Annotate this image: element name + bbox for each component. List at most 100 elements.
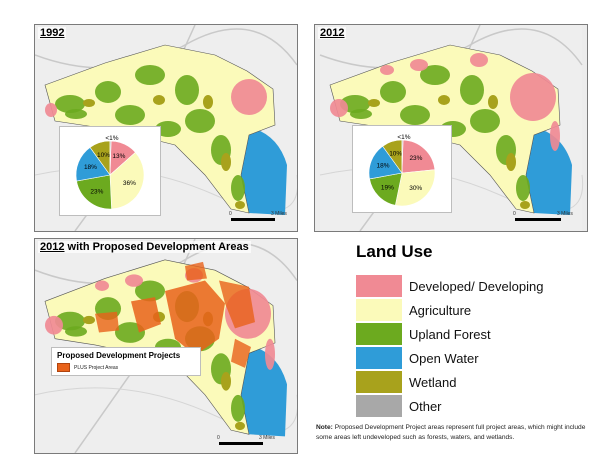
upland-forest-patch <box>95 81 121 103</box>
upland-forest-patch <box>155 121 181 137</box>
upland-forest-patch <box>380 81 406 103</box>
scale-label-start: 0 <box>217 435 220 441</box>
developed-area <box>410 59 428 71</box>
wetland-patch <box>438 95 450 105</box>
wetland-patch <box>520 201 530 209</box>
scale-label-start: 0 <box>229 211 232 217</box>
developed-area <box>265 338 275 370</box>
upland-forest-patch <box>231 394 245 422</box>
legend-swatch <box>356 323 402 345</box>
wetland-patch <box>203 95 213 109</box>
scale-label-start: 0 <box>513 211 516 217</box>
upland-forest-patch <box>400 105 430 125</box>
developed-area <box>45 315 63 335</box>
pie-slice-label: 18% <box>84 164 97 171</box>
pie-slice-label: 18% <box>377 162 390 169</box>
footnote: Note: Proposed Development Project areas… <box>316 423 592 443</box>
road <box>35 28 297 69</box>
wetland-patch <box>368 99 380 107</box>
legend-swatch <box>356 299 402 321</box>
legend-label: Agriculture <box>409 302 472 318</box>
scale-label-end: 3 Miles <box>259 435 275 441</box>
upland-forest-patch <box>115 105 145 125</box>
inset-label: PLUS Project Areas <box>74 364 119 371</box>
legend-swatch <box>356 347 402 369</box>
legend-item-upland-forest: Upland Forest <box>356 323 491 345</box>
developed-area <box>330 99 348 117</box>
pie-chart-box: 23% 30% 19% 18% 10% <1% <box>352 125 452 213</box>
developed-area <box>231 79 267 115</box>
wetland-patch <box>235 201 245 209</box>
pie-slice-label: 13% <box>112 153 125 160</box>
pie-slice-label: 36% <box>123 180 136 187</box>
scale-label-end: 3 Miles <box>271 211 287 217</box>
inset-title: Proposed Development Projects <box>57 351 181 360</box>
legend-title: Land Use <box>356 242 433 261</box>
map-panel-2012-proposed: 2012 with Proposed Development Areas Pro… <box>34 238 298 454</box>
legend-item-wetland: Wetland <box>356 371 456 393</box>
map-2012-proposed <box>35 239 297 453</box>
wetland-patch <box>153 95 165 105</box>
inset-swatch <box>57 363 70 372</box>
pie-slice <box>401 139 404 174</box>
legend-label: Upland Forest <box>409 326 491 342</box>
pie-slice <box>394 169 436 207</box>
scale-bar <box>219 442 263 445</box>
developed-area <box>45 103 57 117</box>
pie-slice <box>401 139 436 174</box>
legend-label: Wetland <box>409 374 457 390</box>
wetland-patch <box>488 95 498 109</box>
upland-forest-patch <box>470 109 500 133</box>
pie-slice-label: 19% <box>381 184 394 191</box>
pie-slice-label: 23% <box>409 155 422 162</box>
legend-label: Other <box>409 398 442 414</box>
legend-label: Open Water <box>409 350 479 366</box>
panel-label: 2012 <box>318 27 347 39</box>
pie-chart: 13% 36% 23% 18%10% <1% <box>75 135 145 210</box>
wetland-patch <box>221 371 231 391</box>
panel-label: 2012 with Proposed Development Areas <box>38 241 251 253</box>
panel-label-year: 2012 <box>40 241 65 253</box>
legend-item-developed: Developed/ Developing <box>356 275 543 297</box>
pie-slice-label: <1% <box>397 134 410 141</box>
developed-area <box>380 65 394 75</box>
footnote-label: Note: <box>316 424 333 431</box>
pie-slice <box>109 140 112 176</box>
pie-slice <box>369 172 403 206</box>
pie-slice <box>109 151 145 210</box>
upland-forest-patch <box>135 280 165 302</box>
pie-slice-label: 10% <box>389 151 402 158</box>
legend-label: Developed/ Developing <box>409 278 544 294</box>
land-use-legend: Land Use Developed/ Developing Agricultu… <box>344 238 594 423</box>
footnote-text: Proposed Development Project areas repre… <box>316 424 586 441</box>
upland-forest-patch <box>135 65 165 85</box>
wetland-patch <box>83 315 95 325</box>
panel-label: 1992 <box>38 27 67 39</box>
developed-area <box>550 121 560 151</box>
wetland-patch <box>506 153 516 171</box>
map-panel-1992: 1992 13% 36% 23% 18% 10% <1% 0 3 Miles <box>34 24 298 232</box>
proposed-projects-inset: Proposed Development Projects PLUS Proje… <box>51 347 201 376</box>
upland-forest-patch <box>420 65 450 85</box>
pie-slice-label: <1% <box>105 135 118 142</box>
legend-item-other: Other <box>356 395 442 417</box>
upland-forest-patch <box>175 75 199 105</box>
road <box>35 242 297 285</box>
legend-item-agriculture: Agriculture <box>356 299 471 321</box>
legend-swatch <box>356 395 402 417</box>
wetland-patch <box>221 153 231 171</box>
developed-area <box>95 280 109 291</box>
inset-row: PLUS Project Areas <box>57 363 195 372</box>
proposed-project-areas <box>95 261 255 368</box>
developed-area <box>470 53 488 67</box>
upland-forest-patch <box>185 109 215 133</box>
pie-slice-label: 10% <box>97 152 110 159</box>
pie-slice <box>76 174 112 210</box>
pie-slice-label: 23% <box>90 188 103 195</box>
upland-forest-patch <box>516 175 530 201</box>
upland-forest-patch <box>55 95 85 113</box>
upland-forest-patch <box>350 109 372 119</box>
pie-chart-box: 13% 36% 23% 18% 10% <1% <box>59 126 161 216</box>
road <box>319 28 583 69</box>
pie-chart: 23% 30% 19% 18% 10% <1% <box>368 134 436 207</box>
